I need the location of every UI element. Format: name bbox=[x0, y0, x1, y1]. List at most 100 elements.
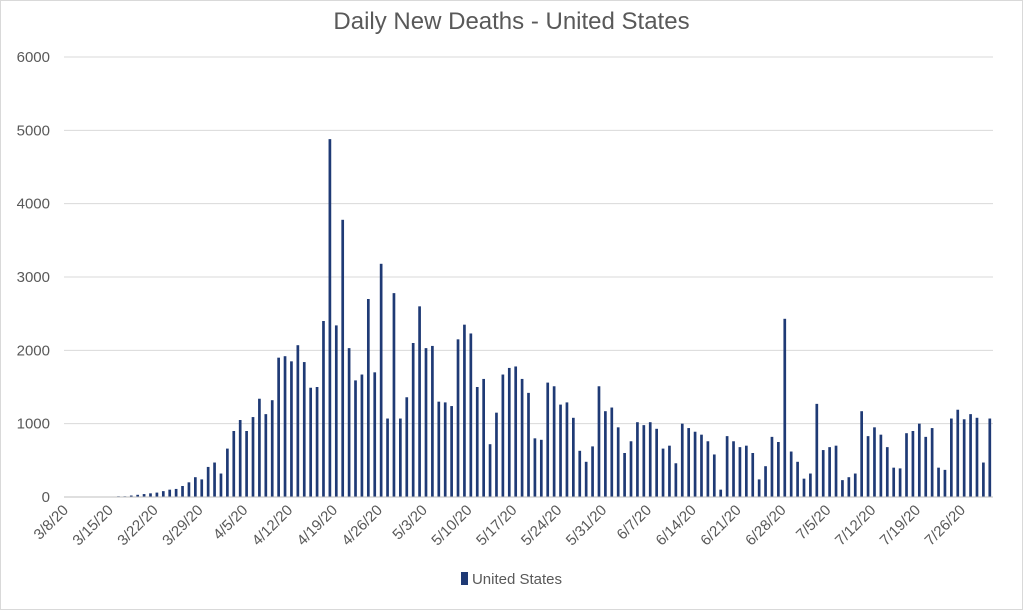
bar bbox=[149, 493, 152, 497]
bar bbox=[258, 398, 261, 497]
x-tick-label: 3/8/20 bbox=[31, 502, 73, 544]
bars bbox=[117, 139, 992, 498]
bar bbox=[168, 489, 172, 497]
x-tick-label: 6/7/20 bbox=[614, 502, 656, 544]
x-tick-label: 7/26/20 bbox=[922, 502, 969, 549]
bar bbox=[437, 401, 441, 497]
bar bbox=[206, 466, 210, 497]
bar bbox=[591, 446, 594, 497]
bar bbox=[290, 361, 293, 497]
bar bbox=[809, 473, 812, 497]
bar bbox=[853, 473, 857, 497]
y-tick-label: 6000 bbox=[17, 49, 50, 66]
x-tick-label: 5/24/20 bbox=[518, 502, 565, 549]
bar bbox=[687, 428, 691, 497]
bar bbox=[431, 345, 434, 497]
bar bbox=[661, 448, 665, 497]
bar bbox=[841, 480, 844, 497]
bar bbox=[161, 491, 165, 497]
bar bbox=[296, 345, 300, 497]
x-tick-label: 3/29/20 bbox=[159, 502, 206, 549]
bar bbox=[988, 418, 992, 497]
x-axis-ticks: 3/8/203/15/203/22/203/29/20 4/5/204/12/20… bbox=[31, 502, 969, 549]
bar bbox=[706, 441, 710, 497]
bar bbox=[507, 367, 511, 497]
bar bbox=[802, 478, 806, 497]
bar bbox=[969, 414, 972, 497]
bar bbox=[527, 392, 530, 497]
bar bbox=[616, 427, 620, 497]
bar bbox=[411, 343, 415, 497]
bar bbox=[392, 293, 396, 497]
bar bbox=[142, 494, 146, 497]
bar bbox=[539, 439, 543, 497]
bar bbox=[533, 438, 537, 497]
bar bbox=[463, 324, 466, 497]
bar bbox=[892, 467, 896, 497]
y-tick-label: 2000 bbox=[17, 342, 50, 359]
bar bbox=[719, 489, 723, 497]
bar bbox=[386, 418, 389, 497]
bar bbox=[597, 386, 601, 497]
bar bbox=[911, 431, 915, 497]
bar bbox=[584, 461, 588, 497]
bar bbox=[245, 431, 248, 497]
bar bbox=[155, 492, 159, 497]
bar bbox=[764, 466, 767, 497]
bar bbox=[783, 318, 787, 497]
bar bbox=[796, 461, 799, 497]
bar bbox=[546, 382, 550, 497]
y-axis-ticks: 0 1000 2000 3000 4000 5000 6000 bbox=[17, 49, 50, 506]
y-tick-label: 4000 bbox=[17, 196, 50, 213]
bar bbox=[565, 402, 569, 497]
bar bbox=[302, 362, 306, 497]
bar bbox=[424, 348, 428, 497]
legend-swatch-icon bbox=[460, 572, 468, 585]
bar bbox=[456, 339, 460, 497]
x-tick-label: 7/5/20 bbox=[793, 502, 835, 544]
bar bbox=[360, 374, 364, 497]
bar bbox=[725, 436, 729, 497]
bar bbox=[642, 425, 646, 497]
bar bbox=[334, 325, 338, 497]
bar bbox=[283, 356, 287, 497]
bar bbox=[399, 418, 402, 497]
y-tick-label: 5000 bbox=[17, 122, 50, 139]
bar bbox=[648, 422, 652, 497]
legend: United States bbox=[0, 571, 1023, 588]
x-tick-label: 4/26/20 bbox=[339, 502, 386, 549]
bar bbox=[501, 374, 505, 497]
bar bbox=[219, 473, 223, 497]
bar bbox=[623, 453, 626, 497]
bar bbox=[655, 428, 658, 497]
bar bbox=[495, 412, 498, 497]
x-tick-label: 3/22/20 bbox=[114, 502, 161, 549]
bar bbox=[181, 486, 184, 497]
bar bbox=[636, 422, 639, 497]
bar bbox=[482, 378, 485, 497]
bar bbox=[821, 450, 825, 497]
bar bbox=[712, 454, 716, 497]
bar bbox=[315, 387, 319, 497]
bar bbox=[943, 469, 947, 497]
bar bbox=[751, 453, 755, 497]
bar bbox=[213, 462, 216, 497]
x-tick-label: 5/17/20 bbox=[473, 502, 520, 549]
bar bbox=[700, 434, 703, 497]
bar bbox=[232, 431, 236, 497]
bar bbox=[815, 403, 819, 497]
bar bbox=[136, 494, 140, 497]
chart-title: Daily New Deaths - United States bbox=[333, 8, 690, 35]
x-tick-label: 5/3/20 bbox=[389, 502, 431, 544]
bar bbox=[898, 468, 902, 497]
bar bbox=[264, 414, 268, 497]
x-tick-label: 4/19/20 bbox=[294, 502, 341, 549]
y-tick-label: 1000 bbox=[17, 416, 50, 433]
bar bbox=[187, 482, 191, 497]
bar bbox=[770, 436, 774, 497]
bar bbox=[520, 378, 524, 497]
y-tick-label: 0 bbox=[42, 489, 50, 506]
y-tick-label: 3000 bbox=[17, 269, 50, 286]
bar bbox=[226, 448, 229, 497]
bar bbox=[860, 411, 864, 497]
